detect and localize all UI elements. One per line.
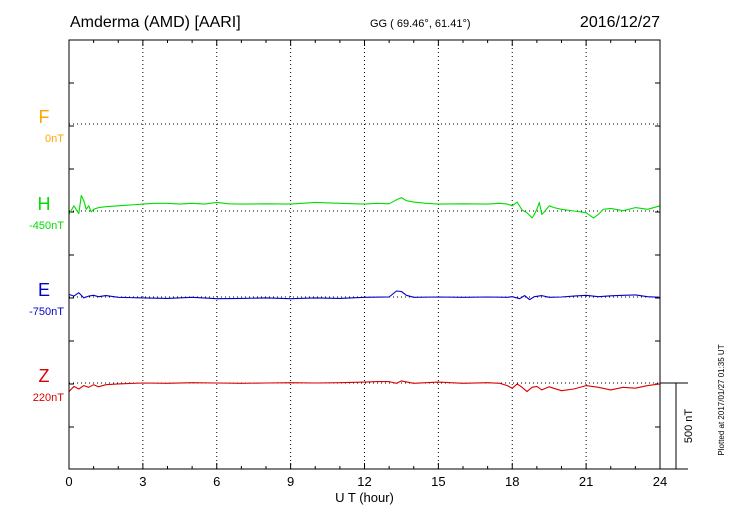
- x-tick-label: 21: [579, 474, 593, 489]
- component-label-f: F: [39, 107, 50, 127]
- component-label-e: E: [38, 280, 50, 300]
- baseline-label-h: -450nT: [29, 220, 64, 232]
- baseline-label-z: 220nT: [33, 392, 64, 404]
- station-title: Amderma (AMD) [AARI]: [70, 14, 241, 31]
- plot-frame: [68, 39, 661, 470]
- x-tick-label: 9: [287, 474, 294, 489]
- series-line-h: [68, 194, 661, 219]
- x-tick-label: 15: [431, 474, 445, 489]
- component-label-z: Z: [39, 366, 50, 386]
- series-line-z: [68, 380, 661, 393]
- x-tick-label: 24: [653, 474, 667, 489]
- labels-layer: F 0nT H -450nT E -750nT Z 220nT: [29, 107, 64, 404]
- scale-bar: 500 nT: [660, 382, 695, 470]
- plotted-at-note: Plotted at 2017/01/27 01:35 UT: [717, 344, 726, 455]
- station-coordinates: GG ( 69.46°, 61.41°): [370, 18, 471, 30]
- baseline-label-f: 0nT: [45, 133, 64, 145]
- plot-date: 2016/12/27: [580, 14, 660, 31]
- component-label-h: H: [38, 194, 51, 214]
- x-axis-label: U T (hour): [335, 490, 394, 505]
- x-tick-label: 6: [213, 474, 220, 489]
- x-tick-label: 18: [505, 474, 519, 489]
- x-tick-label: 3: [139, 474, 146, 489]
- x-tick-label: 0: [65, 474, 72, 489]
- baseline-label-e: -750nT: [29, 306, 64, 318]
- scale-bar-label: 500 nT: [683, 409, 695, 444]
- grid-layer: 0 3 6 9 12 15 18 21 24: [65, 40, 667, 489]
- series-layer: [68, 194, 661, 393]
- series-line-e: [68, 290, 661, 301]
- x-tick-label: 12: [357, 474, 371, 489]
